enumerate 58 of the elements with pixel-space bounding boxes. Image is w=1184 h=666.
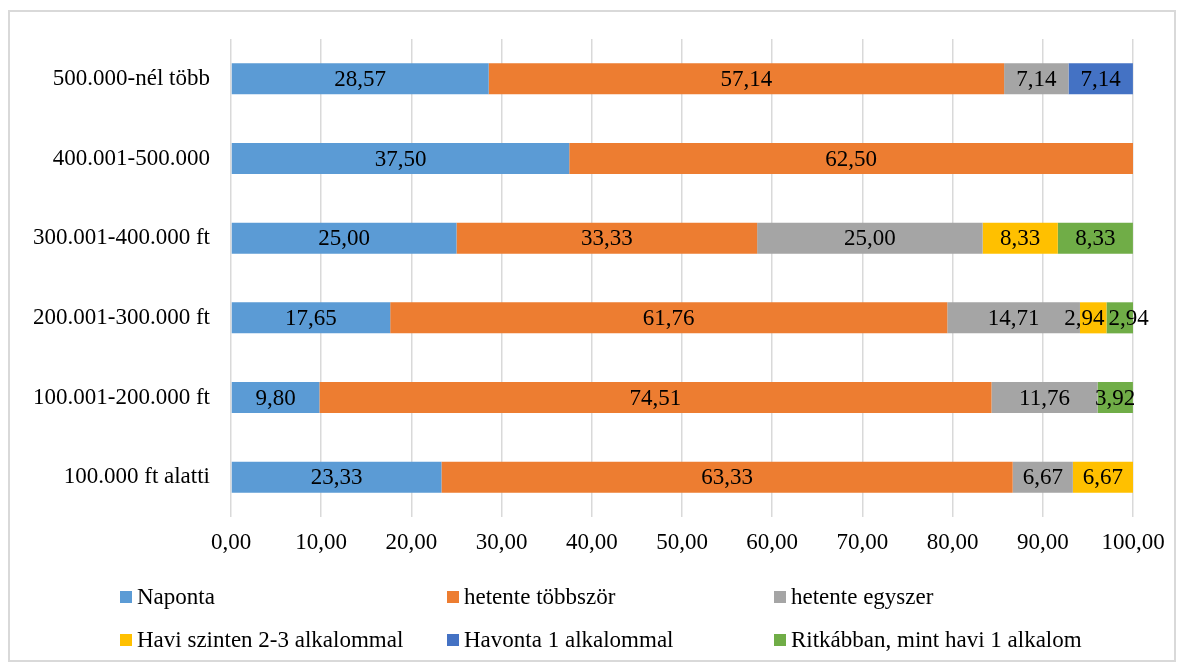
y-tick-label: 200.001-300.000 ft bbox=[33, 303, 211, 329]
y-tick-label: 100.001-200.000 ft bbox=[33, 383, 211, 409]
data-label: 37,50 bbox=[374, 145, 427, 171]
legend-label: Ritkábban, mint havi 1 alkalom bbox=[791, 627, 1082, 653]
legend-label: Havonta 1 alkalommal bbox=[464, 627, 674, 653]
data-label: 6,67 bbox=[1082, 464, 1124, 490]
data-label: 74,51 bbox=[629, 384, 682, 410]
bar bbox=[991, 381, 1098, 414]
y-tick-label: 100.000 ft alatti bbox=[63, 463, 210, 489]
bar bbox=[231, 222, 457, 254]
bar bbox=[441, 461, 1013, 493]
data-label: 11,76 bbox=[1019, 384, 1070, 410]
x-tick-label: 100,00 bbox=[1101, 528, 1165, 554]
bar bbox=[231, 63, 489, 95]
bar bbox=[488, 63, 1005, 95]
x-tick-label: 70,00 bbox=[836, 528, 889, 554]
legend-label: hetente többször bbox=[464, 584, 616, 610]
bar bbox=[569, 142, 1133, 175]
legend-label: Naponta bbox=[137, 584, 215, 610]
data-label: 7,14 bbox=[1016, 65, 1057, 91]
bar bbox=[757, 222, 983, 254]
data-label: 33,33 bbox=[580, 225, 633, 251]
data-label: 8,33 bbox=[1000, 225, 1041, 251]
x-tick-label: 50,00 bbox=[656, 528, 708, 554]
x-tick-label: 40,00 bbox=[565, 528, 618, 554]
legend-label: Havi szinten 2-3 alkalommal bbox=[137, 627, 404, 653]
data-label: 9,80 bbox=[255, 384, 296, 410]
bar bbox=[390, 302, 948, 334]
bar bbox=[231, 142, 570, 175]
x-tick-label: 90,00 bbox=[1016, 528, 1069, 554]
bar bbox=[1004, 63, 1069, 95]
data-label: 17,65 bbox=[285, 304, 337, 330]
x-tick-label: 80,00 bbox=[926, 528, 979, 554]
data-label: 28,57 bbox=[334, 65, 387, 91]
data-label: 14,71 bbox=[987, 304, 1040, 330]
x-tick-label: 30,00 bbox=[475, 528, 528, 554]
legend-label: hetente egyszer bbox=[791, 584, 934, 610]
data-label: 7,14 bbox=[1080, 65, 1122, 91]
x-tick-label: 0,00 bbox=[210, 528, 252, 554]
data-label: 25,00 bbox=[318, 225, 370, 251]
data-label: 63,33 bbox=[701, 464, 753, 490]
data-label: 23,33 bbox=[310, 464, 363, 490]
data-label: 57,14 bbox=[720, 65, 773, 91]
data-label: 8,33 bbox=[1075, 225, 1116, 251]
bar bbox=[319, 381, 992, 414]
x-tick-label: 60,00 bbox=[746, 528, 799, 554]
data-label: 62,50 bbox=[825, 145, 877, 171]
bar bbox=[231, 461, 442, 493]
x-tick-label: 10,00 bbox=[295, 528, 348, 554]
y-tick-label: 500.000-nél több bbox=[52, 64, 210, 90]
data-label: 6,67 bbox=[1022, 464, 1063, 490]
x-tick-label: 20,00 bbox=[385, 528, 438, 554]
bar bbox=[231, 302, 391, 334]
y-tick-label: 300.001-400.000 ft bbox=[33, 224, 211, 250]
data-label: 25,00 bbox=[844, 225, 896, 251]
y-tick-label: 400.001-500.000 bbox=[52, 144, 210, 170]
bar bbox=[456, 222, 758, 254]
data-label: 61,76 bbox=[642, 304, 695, 330]
